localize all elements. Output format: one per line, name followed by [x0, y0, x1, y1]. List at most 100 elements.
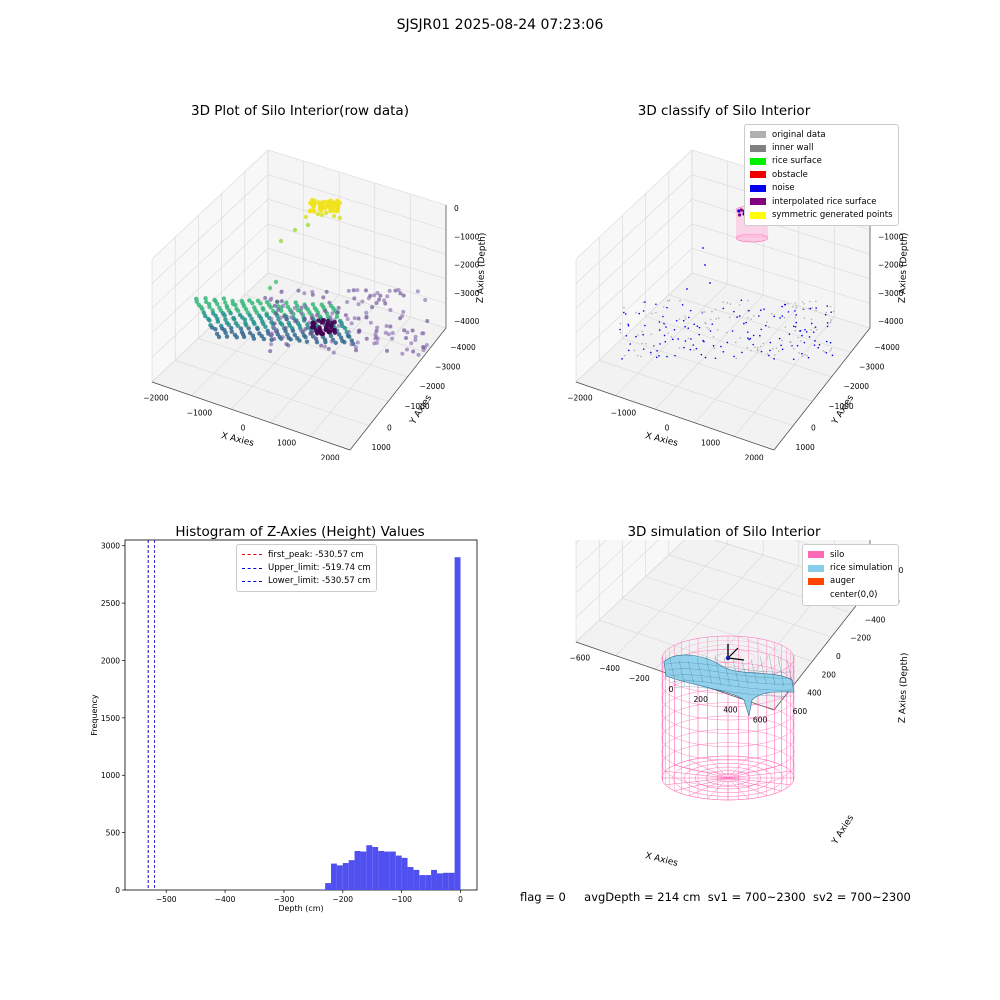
histogram-bar: [454, 557, 461, 890]
data-point: [296, 288, 301, 293]
data-point: [749, 337, 752, 340]
data-point: [261, 307, 266, 312]
silo-floor-spoke: [727, 770, 791, 779]
data-point: [663, 323, 666, 326]
silo-floor-spoke: [674, 777, 729, 792]
grid-line: [575, 540, 633, 594]
x-tick-label: −1000: [611, 409, 637, 418]
data-point: [307, 320, 312, 325]
data-point: [336, 323, 341, 328]
legend-label: auger: [830, 576, 855, 587]
data-point: [293, 300, 298, 305]
data-point: [704, 264, 706, 266]
data-point: [752, 343, 754, 346]
data-point: [815, 309, 817, 312]
y-tick-label: 1000: [796, 443, 815, 452]
data-point: [354, 348, 359, 353]
legend-label: interpolated rice surface: [772, 196, 877, 207]
data-point: [370, 305, 375, 310]
histogram-bar: [419, 875, 426, 890]
data-point: [753, 315, 755, 317]
data-point: [726, 302, 729, 304]
data-point: [203, 296, 208, 301]
data-point: [400, 314, 405, 319]
data-point: [814, 340, 816, 342]
data-point: [769, 349, 771, 352]
data-point: [382, 298, 387, 303]
data-point: [289, 315, 294, 320]
data-point: [286, 343, 291, 348]
data-point: [347, 334, 352, 339]
data-point: [303, 334, 308, 340]
data-point: [319, 330, 325, 336]
data-point: [722, 351, 725, 353]
data-point: [741, 351, 743, 354]
histogram-bar: [360, 851, 367, 890]
grid-line: [151, 174, 447, 284]
data-point: [305, 222, 311, 228]
data-point: [284, 300, 289, 305]
x-tick-label: −500: [156, 895, 177, 904]
data-point: [405, 347, 410, 352]
data-point: [726, 331, 728, 334]
legend-swatch: [750, 131, 766, 139]
y-tick-label: −400: [865, 615, 886, 624]
data-point: [663, 334, 666, 337]
center-marker: [725, 655, 731, 661]
data-point: [261, 336, 267, 342]
data-point: [268, 305, 274, 310]
legend-swatch: [750, 211, 766, 219]
data-point: [767, 326, 770, 328]
y-tick-label: 0: [115, 886, 120, 895]
data-point: [637, 334, 639, 336]
data-point: [268, 349, 273, 354]
data-point: [387, 288, 392, 293]
left-pane: [576, 150, 692, 382]
data-point: [814, 300, 817, 303]
data-point: [325, 318, 331, 324]
data-point: [781, 348, 784, 351]
data-point: [309, 197, 315, 203]
grid-line: [575, 248, 871, 358]
silo-floor-spoke: [707, 777, 729, 800]
data-point: [830, 347, 833, 350]
panel3-bars: [319, 557, 461, 890]
legend-entry: first_peak: -530.57 cm: [242, 548, 371, 561]
x-tick-label: 1000: [701, 439, 720, 448]
y-tick-label: 400: [807, 689, 822, 698]
data-point: [781, 339, 783, 342]
data-point: [215, 301, 220, 307]
x-tick-label: 600: [753, 716, 768, 725]
data-point: [241, 334, 247, 340]
data-point: [808, 307, 810, 310]
silo-floor-spoke: [727, 777, 782, 792]
data-point: [650, 333, 652, 336]
data-point: [303, 214, 309, 220]
histogram-bar: [372, 846, 379, 890]
data-point: [375, 325, 380, 330]
data-point: [810, 318, 813, 321]
data-point: [720, 345, 722, 348]
data-point: [746, 346, 749, 349]
data-point: [763, 308, 765, 310]
data-point: [274, 311, 279, 316]
data-point: [787, 302, 789, 305]
legend-entry: Upper_limit: -519.74 cm: [242, 561, 371, 574]
data-point: [355, 340, 360, 345]
panel1-zlabel: Z Axies (Depth): [476, 233, 488, 304]
data-point: [702, 339, 704, 342]
data-point: [743, 322, 745, 325]
data-point: [684, 315, 686, 318]
data-point: [653, 345, 656, 347]
data-point: [307, 208, 313, 214]
data-point: [777, 350, 780, 352]
data-point: [284, 317, 289, 322]
data-point: [695, 347, 698, 350]
data-point: [795, 314, 797, 316]
data-point: [700, 353, 703, 356]
data-point: [326, 329, 332, 335]
data-point: [323, 210, 329, 216]
legend-label: obstacle: [772, 169, 808, 180]
data-point: [692, 344, 695, 346]
data-point: [760, 309, 762, 312]
